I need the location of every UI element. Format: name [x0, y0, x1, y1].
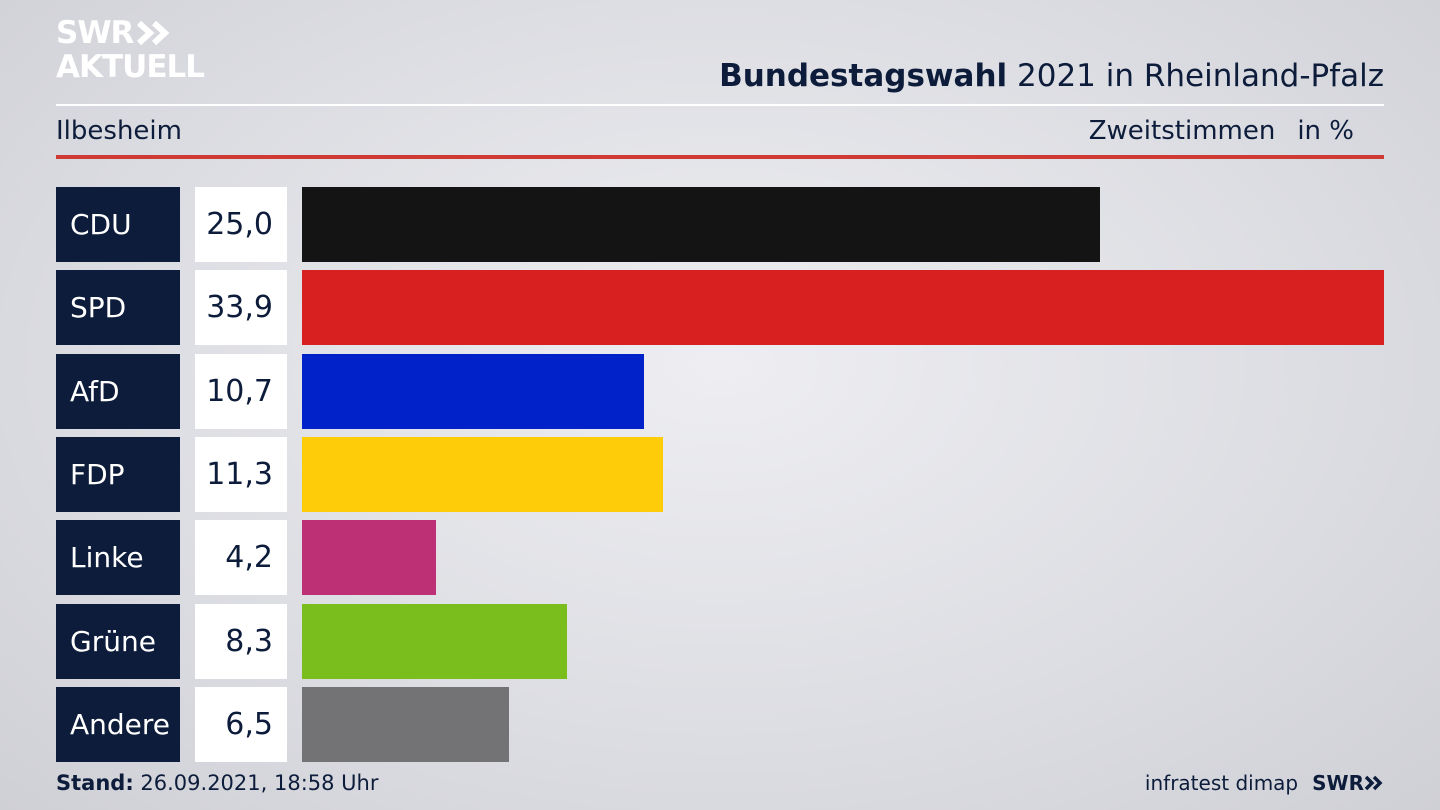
bar	[302, 187, 1100, 262]
bar	[302, 520, 437, 596]
unit-text: in %	[1297, 116, 1354, 146]
stand-label: Stand:	[56, 771, 134, 795]
bar-row: FDP 11,3	[56, 436, 1384, 512]
source-label: infratest dimap	[1144, 771, 1299, 795]
value-label: 8,3	[195, 603, 287, 679]
logo-swr-text: SWR	[56, 15, 134, 51]
bar	[302, 436, 663, 512]
value-label: 10,7	[195, 353, 287, 429]
bar-row: CDU 25,0	[56, 187, 1384, 262]
value-label: 4,2	[195, 520, 287, 596]
bar-row: AfD 10,7	[56, 353, 1384, 429]
party-label: CDU	[56, 187, 180, 262]
header-divider	[56, 104, 1384, 106]
bar	[302, 603, 567, 679]
chevron-double-icon	[137, 20, 170, 46]
chevron-double-small-icon	[1364, 775, 1383, 791]
bar-row: SPD 33,9	[56, 270, 1384, 346]
swr-aktuell-logo: SWR AKTUELL	[56, 15, 205, 85]
value-label: 33,9	[195, 270, 287, 346]
party-label: Andere	[56, 686, 180, 762]
bar-row: Linke 4,2	[56, 520, 1384, 596]
party-label: Grüne	[56, 603, 180, 679]
location-label: Ilbesheim	[56, 116, 182, 146]
footer-source: infratest dimap SWR	[1145, 771, 1384, 795]
logo-aktuell-text: AKTUELL	[56, 49, 205, 85]
timestamp: Stand: 26.09.2021, 18:58 Uhr	[56, 771, 379, 795]
page-title: Bundestagswahl 2021 in Rheinland-Pfalz	[719, 58, 1384, 94]
accent-divider	[56, 155, 1384, 159]
stand-value: 26.09.2021, 18:58 Uhr	[133, 771, 379, 795]
bar	[302, 686, 510, 762]
title-rest: 2021 in Rheinland-Pfalz	[1007, 58, 1384, 94]
swr-small-logo: SWR	[1312, 771, 1384, 795]
party-label: Linke	[56, 520, 180, 596]
party-label: SPD	[56, 270, 180, 346]
title-bold: Bundestagswahl	[719, 58, 1008, 94]
bar-row: Grüne 8,3	[56, 603, 1384, 679]
value-label: 6,5	[195, 686, 287, 762]
value-label: 25,0	[195, 187, 287, 262]
swr-small-text: SWR	[1312, 771, 1364, 795]
party-label: AfD	[56, 353, 180, 429]
measure-text: Zweitstimmen	[1088, 116, 1276, 146]
bar	[302, 353, 644, 429]
party-label: FDP	[56, 436, 180, 512]
value-label: 11,3	[195, 436, 287, 512]
measure-label: Zweitstimmen in %	[1089, 116, 1354, 146]
bar-row: Andere 6,5	[56, 686, 1384, 762]
bar	[302, 270, 1384, 346]
